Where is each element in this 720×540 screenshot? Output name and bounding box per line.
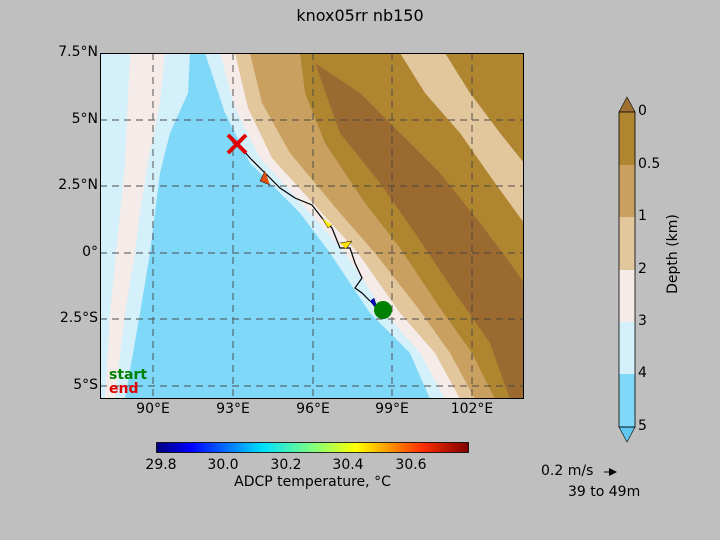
map-frame bbox=[100, 53, 524, 399]
lat-label: 2.5°N bbox=[58, 177, 98, 193]
temp-tick: 30.6 bbox=[395, 457, 427, 473]
plot-title: knox05rr nb150 bbox=[296, 6, 424, 25]
temp-tick: 30.2 bbox=[270, 457, 302, 473]
lon-label: 93°E bbox=[216, 401, 250, 417]
depth-tick: 1 bbox=[638, 208, 647, 224]
depth-tick: 0 bbox=[638, 103, 647, 119]
depth-band bbox=[619, 217, 635, 270]
temp-tick: 29.8 bbox=[145, 457, 177, 473]
depth-band bbox=[619, 322, 635, 374]
map-plot bbox=[100, 53, 524, 399]
depth-band bbox=[619, 270, 635, 322]
lon-label: 102°E bbox=[450, 401, 494, 417]
colorbar-extend-top bbox=[618, 96, 636, 113]
land-strip bbox=[400, 53, 524, 223]
end-marker bbox=[226, 133, 248, 155]
temp-tick: 30.0 bbox=[207, 457, 239, 473]
legend-end: end bbox=[109, 381, 139, 397]
vector-key-speed: 0.2 m/s bbox=[541, 463, 594, 479]
temp-colorbar-label: ADCP temperature, °C bbox=[234, 474, 391, 490]
lon-label: 96°E bbox=[296, 401, 330, 417]
lat-label: 0° bbox=[82, 244, 98, 260]
temp-tick: 30.4 bbox=[332, 457, 364, 473]
lat-label: 5°S bbox=[73, 377, 98, 393]
depth-colorbar bbox=[618, 96, 636, 443]
legend-start: start bbox=[109, 367, 148, 383]
depth-colorbar-label: Depth (km) bbox=[665, 214, 681, 294]
colorbar-frame bbox=[618, 111, 636, 428]
land-high bbox=[315, 63, 524, 399]
vector-key-arrow bbox=[604, 468, 617, 476]
lat-label: 7.5°N bbox=[58, 44, 98, 60]
vector-mid bbox=[321, 217, 333, 229]
depth-tick: 0.5 bbox=[638, 156, 661, 172]
vector-warm bbox=[259, 170, 271, 186]
temp-gradient bbox=[156, 442, 469, 453]
ridge-mid bbox=[105, 53, 165, 399]
vector-key-depth-range: 39 to 49m bbox=[568, 484, 641, 500]
lon-label: 90°E bbox=[136, 401, 170, 417]
depth-band bbox=[619, 374, 635, 427]
depth-tick: 3 bbox=[638, 313, 647, 329]
depth-tick: 5 bbox=[638, 418, 647, 434]
depth-band bbox=[619, 112, 635, 165]
depth-tick: 4 bbox=[638, 365, 647, 381]
depth-band bbox=[619, 165, 635, 217]
temp-colorbar bbox=[156, 442, 469, 453]
start-marker bbox=[374, 301, 392, 319]
lat-label: 2.5°S bbox=[59, 310, 98, 326]
cruise-track bbox=[236, 142, 371, 302]
lon-label: 99°E bbox=[375, 401, 409, 417]
vector-yellow bbox=[339, 240, 353, 250]
lat-label: 5°N bbox=[71, 111, 98, 127]
depth-tick: 2 bbox=[638, 261, 647, 277]
graticule bbox=[100, 53, 524, 399]
colorbar-extend-bottom bbox=[618, 426, 636, 443]
